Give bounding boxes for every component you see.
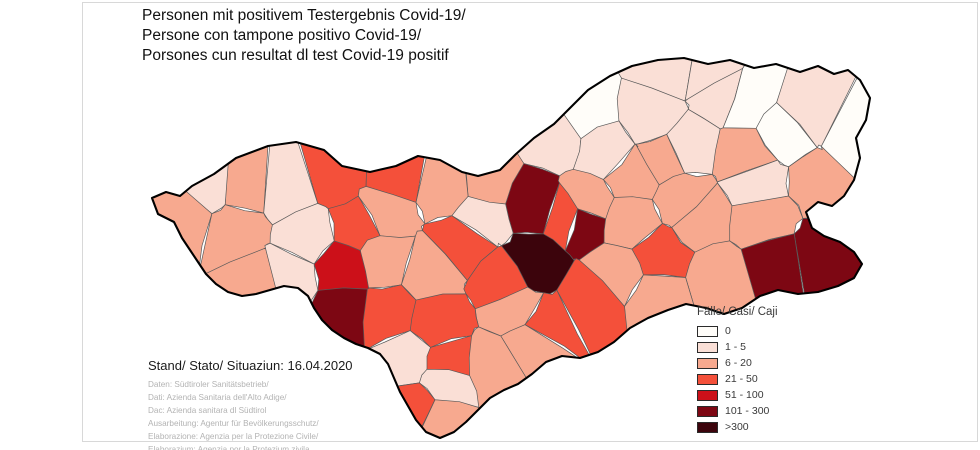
credit-line: Dati: Azienda Sanitaria dell'Alto Adige/ bbox=[148, 392, 287, 402]
legend-label: 6 - 20 bbox=[725, 357, 752, 369]
legend-label: 101 - 300 bbox=[725, 405, 770, 417]
credit-line: Elaborazium: Agenzia por la Protezium zi… bbox=[148, 444, 310, 450]
legend-swatch bbox=[697, 389, 718, 401]
legend-label: 1 - 5 bbox=[725, 341, 747, 353]
legend-item: >300 bbox=[697, 419, 847, 435]
legend-swatch bbox=[697, 325, 718, 337]
title-line-it: Persone con tampone positivo Covid-19/ bbox=[142, 27, 422, 45]
map-region[interactable] bbox=[439, 46, 582, 177]
legend-swatch bbox=[697, 421, 718, 433]
legend-label: 21 - 50 bbox=[725, 373, 758, 385]
title-line-lad: Porsones cun resultat dl test Covid-19 p… bbox=[142, 47, 449, 65]
credit-line: Dac: Azienda sanitara dl Südtirol bbox=[148, 405, 267, 415]
map-region[interactable] bbox=[776, 46, 878, 149]
legend-swatch bbox=[697, 341, 718, 353]
credit-line: Daten: Südtiroler Sanitätsbetrieb/ bbox=[148, 380, 269, 389]
legend-swatch bbox=[697, 357, 718, 369]
legend-item: 21 - 50 bbox=[697, 371, 847, 387]
legend-title: Fälle/ Casi/ Caji bbox=[697, 306, 778, 318]
credit-line: Elaborazione: Agenzia per la Protezione … bbox=[148, 431, 319, 441]
map-svg bbox=[118, 46, 878, 440]
footer: Stand/ Stato/ Situaziun: 16.04.2020 Date… bbox=[148, 358, 448, 450]
legend-label: >300 bbox=[725, 421, 749, 433]
legend-swatch bbox=[697, 373, 718, 385]
map-region[interactable] bbox=[557, 168, 615, 220]
legend-swatch bbox=[697, 405, 718, 417]
legend-item: 101 - 300 bbox=[697, 403, 847, 419]
legend-items: 0 1 - 5 6 - 20 21 - 50 51 - 100 101 - 300 >300 bbox=[697, 323, 847, 435]
province-border bbox=[150, 56, 872, 440]
status-date: Stand/ Stato/ Situaziun: 16.04.2020 bbox=[148, 358, 353, 373]
legend-item: 0 bbox=[697, 323, 847, 339]
province-outline bbox=[150, 56, 872, 440]
page-title: Personen mit positivem Testergebnis Covi… bbox=[142, 6, 466, 66]
map-region[interactable] bbox=[409, 293, 480, 348]
map-region[interactable] bbox=[524, 289, 600, 373]
legend-label: 0 bbox=[725, 325, 731, 337]
legend-label: 51 - 100 bbox=[725, 389, 764, 401]
map-region[interactable] bbox=[118, 46, 245, 215]
legend-item: 51 - 100 bbox=[697, 387, 847, 403]
legend: Fälle/ Casi/ Caji 0 1 - 5 6 - 20 21 - 50 51 … bbox=[697, 306, 847, 435]
credit-line: Ausarbeitung: Agentur für Bevölkerungssc… bbox=[148, 418, 319, 428]
credits: Daten: Südtiroler Sanitätsbetrieb/Dati: … bbox=[148, 379, 448, 450]
map-region[interactable] bbox=[616, 77, 689, 145]
title-line-de: Personen mit positivem Testergebnis Covi… bbox=[142, 7, 466, 24]
legend-item: 1 - 5 bbox=[697, 339, 847, 355]
map-region[interactable] bbox=[415, 49, 469, 225]
legend-item: 6 - 20 bbox=[697, 355, 847, 371]
choropleth-map bbox=[118, 46, 878, 442]
